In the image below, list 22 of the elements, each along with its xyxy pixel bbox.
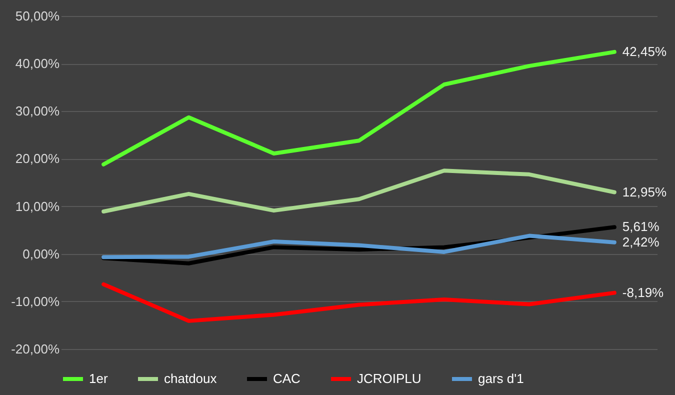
- legend-label: chatdoux: [164, 371, 218, 386]
- y-tick-label: -20,00%: [11, 342, 60, 356]
- y-tick-label: 0,00%: [22, 246, 60, 262]
- data-label: 42,45%: [622, 44, 667, 59]
- data-label: -8,19%: [622, 284, 664, 300]
- y-tick-label: 20,00%: [15, 151, 60, 166]
- y-tick-label: 40,00%: [15, 56, 60, 72]
- legend-label: gars d'1: [478, 371, 524, 386]
- data-label: 12,95%: [622, 184, 667, 200]
- y-tick-label: -10,00%: [11, 294, 60, 309]
- line-series: [102, 50, 616, 166]
- line-series: [102, 168, 616, 214]
- line-series: [102, 282, 616, 323]
- y-tick-label: 10,00%: [15, 198, 60, 214]
- y-tick-label: 30,00%: [15, 104, 60, 119]
- data-label: 5,61%: [622, 219, 660, 234]
- line-series: [102, 234, 616, 260]
- legend-label: 1er: [89, 371, 108, 386]
- data-label: 2,42%: [622, 234, 660, 250]
- y-tick-label: 50,00%: [15, 8, 60, 24]
- legend-label: CAC: [273, 371, 300, 386]
- legend-label: JCROIPLU: [357, 371, 422, 386]
